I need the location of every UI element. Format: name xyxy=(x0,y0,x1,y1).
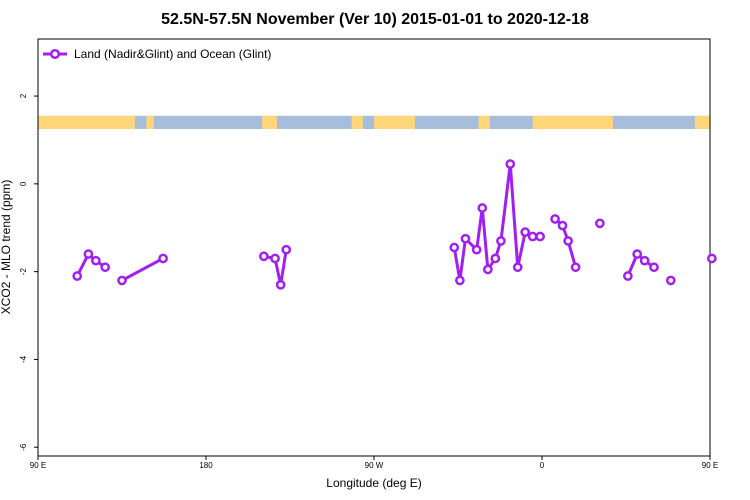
data-point xyxy=(72,271,83,281)
series-line xyxy=(263,249,288,287)
data-point xyxy=(570,262,581,273)
data-point xyxy=(550,214,560,224)
land-band xyxy=(478,115,490,129)
data-point xyxy=(471,244,482,255)
data-point xyxy=(563,236,573,246)
y-tick-label: -4 xyxy=(19,355,28,363)
y-tick-label: 2 xyxy=(19,93,28,98)
series-line xyxy=(452,162,541,282)
data-point xyxy=(83,249,94,259)
y-axis-label: XCO2 - MLO trend (ppm) xyxy=(0,180,13,315)
data-point xyxy=(496,236,506,246)
data-point xyxy=(595,218,605,229)
data-point xyxy=(490,253,501,264)
series-line xyxy=(75,252,107,277)
y-tick-label: 0 xyxy=(19,181,28,186)
land-band xyxy=(146,115,154,129)
data-point xyxy=(665,275,676,286)
plot-area xyxy=(37,38,711,457)
data-point xyxy=(477,203,488,213)
series-line xyxy=(554,217,578,268)
data-point xyxy=(275,279,286,290)
data-point xyxy=(158,253,168,264)
y-axis: 2 0 -2 -4 -6 xyxy=(19,93,38,451)
data-point xyxy=(512,262,523,273)
data-point xyxy=(117,275,127,286)
land-band xyxy=(532,115,613,129)
data-point xyxy=(270,253,280,264)
land-band xyxy=(262,115,277,129)
x-axis: 90 E 180 90 W 0 90 E xyxy=(30,456,718,470)
legend-label: Land (Nadir&Glint) and Ocean (Glint) xyxy=(74,47,271,61)
series-layer xyxy=(72,159,717,290)
legend-marker xyxy=(49,48,61,60)
series-line xyxy=(626,252,655,277)
data-point xyxy=(535,231,545,242)
data-point xyxy=(281,244,292,255)
legend: Land (Nadir&Glint) and Ocean (Glint) xyxy=(43,47,271,61)
land-band xyxy=(38,115,136,129)
land-band xyxy=(374,115,416,129)
land-ocean-strip xyxy=(38,115,710,129)
data-point xyxy=(557,220,568,231)
y-tick-label: -6 xyxy=(19,443,28,451)
data-point xyxy=(483,264,493,275)
y-tick-label: -2 xyxy=(19,268,28,276)
data-point xyxy=(449,242,460,253)
data-point xyxy=(649,262,659,273)
data-point xyxy=(91,255,101,266)
land-band xyxy=(695,115,710,129)
data-point xyxy=(707,253,717,264)
data-point xyxy=(100,262,111,273)
chart-title: 52.5N-57.5N November (Ver 10) 2015-01-01… xyxy=(161,11,589,28)
x-tick-label: 180 xyxy=(199,461,213,470)
data-point xyxy=(520,227,531,237)
land-band xyxy=(351,115,363,129)
x-tick-label: 90 W xyxy=(365,461,384,470)
data-point xyxy=(639,255,650,266)
series-line xyxy=(121,257,164,282)
data-point xyxy=(623,271,633,281)
data-point xyxy=(259,251,269,262)
x-tick-label: 0 xyxy=(540,461,545,470)
data-point xyxy=(632,249,643,259)
data-point xyxy=(455,275,465,286)
x-axis-label: Longitude (deg E) xyxy=(326,476,421,490)
data-point xyxy=(527,231,538,242)
data-point xyxy=(460,233,471,244)
x-tick-label: 90 E xyxy=(702,461,718,470)
data-point xyxy=(505,159,516,169)
x-tick-label: 90 E xyxy=(30,461,46,470)
